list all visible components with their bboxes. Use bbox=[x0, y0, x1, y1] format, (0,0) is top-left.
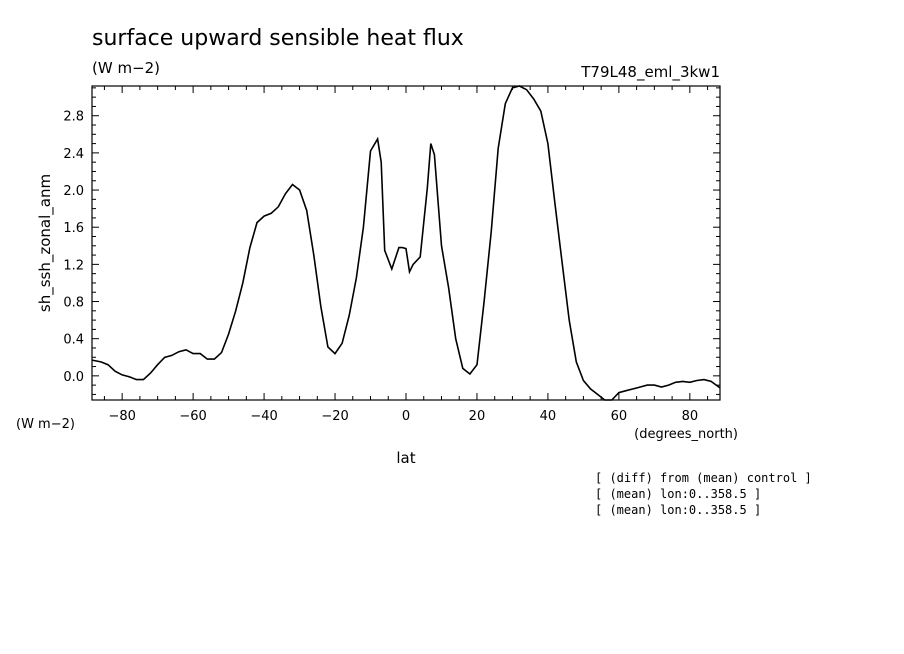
y-tick-label: 2.8 bbox=[63, 110, 84, 125]
y-tick-labels: 0.0 0.4 0.8 1.2 1.6 2.0 2.4 2.8 bbox=[63, 110, 84, 385]
plot-frame bbox=[91, 85, 721, 401]
run-label: T79L48_eml_3kw1 bbox=[580, 63, 720, 82]
y-axis-label: sh_ssh_zonal_anm bbox=[36, 174, 55, 312]
y-tick-label: 2.0 bbox=[63, 184, 84, 199]
x-tick-label: 60 bbox=[611, 409, 628, 424]
x-axis-label: lat bbox=[396, 449, 415, 467]
note-line-1: [ (diff) from (mean) control ] bbox=[595, 471, 812, 485]
y-tick-label: 0.4 bbox=[63, 333, 84, 348]
x-tick-label: −80 bbox=[108, 409, 135, 424]
x-tick-labels: −80 −60 −40 −20 0 20 40 60 80 bbox=[108, 409, 698, 424]
note-line-3: [ (mean) lon:0..358.5 ] bbox=[595, 503, 761, 517]
x-tick-label: 20 bbox=[469, 409, 486, 424]
y-tick-label: 1.6 bbox=[63, 221, 84, 236]
y-tick-label: 0.0 bbox=[63, 370, 84, 385]
axis-ticks bbox=[92, 86, 720, 400]
note-line-2: [ (mean) lon:0..358.5 ] bbox=[595, 487, 761, 501]
chart-units: (W m−2) bbox=[92, 59, 160, 77]
x-unit-label: (degrees_north) bbox=[634, 427, 738, 442]
x-tick-label: 80 bbox=[682, 409, 699, 424]
chart-title: surface upward sensible heat flux bbox=[92, 26, 464, 51]
series-line bbox=[91, 85, 721, 401]
y-unit-label: (W m−2) bbox=[16, 417, 75, 432]
y-tick-label: 1.2 bbox=[63, 258, 84, 273]
x-tick-label: 0 bbox=[402, 409, 410, 424]
x-tick-label: −60 bbox=[179, 409, 206, 424]
x-tick-label: −20 bbox=[321, 409, 348, 424]
x-tick-label: 40 bbox=[540, 409, 557, 424]
x-tick-label: −40 bbox=[250, 409, 277, 424]
y-tick-label: 0.8 bbox=[63, 296, 84, 311]
y-tick-label: 2.4 bbox=[63, 147, 84, 162]
